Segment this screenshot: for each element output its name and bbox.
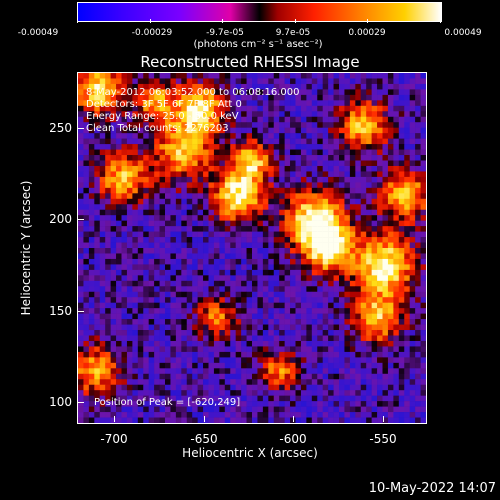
colorbar-tick-mark xyxy=(77,19,78,23)
image-title: Reconstructed RHESSI Image xyxy=(140,53,360,71)
colorbar-tick-mark xyxy=(440,19,441,23)
y-tick-mark xyxy=(78,402,84,403)
colorbar-tick-label: 0.00029 xyxy=(348,28,386,38)
time-range-text: 8-May-2012 06:03:52.000 to 06:08:16.000 xyxy=(86,87,300,98)
colorbar-tick-label: 0.00049 xyxy=(444,28,482,38)
colorbar xyxy=(77,2,442,22)
x-tick-mark xyxy=(204,416,205,422)
y-tick-label: 100 xyxy=(49,395,72,409)
colorbar-tick-mark xyxy=(222,19,223,23)
x-tick-mark xyxy=(114,416,115,422)
x-tick-mark xyxy=(293,416,294,422)
x-tick-label: -600 xyxy=(279,432,307,446)
colorbar-unit-label: (photons cm⁻² s⁻¹ asec⁻²) xyxy=(193,39,323,50)
peak-position-text: Position of Peak = [-620,249] xyxy=(94,397,241,408)
x-tick-label: -650 xyxy=(190,432,218,446)
solar-image-panel: 8-May-2012 06:03:52.000 to 06:08:16.000 … xyxy=(77,72,427,424)
energy-range-text: Energy Range: 25.0 - 50.0 keV xyxy=(86,111,239,122)
x-tick-mark xyxy=(383,416,384,422)
y-axis-label: Heliocentric Y (arcsec) xyxy=(19,180,33,316)
colorbar-tick-label: -0.00049 xyxy=(17,28,59,38)
colorbar-tick-mark xyxy=(367,19,368,23)
plot-timestamp: 10-May-2022 14:07 xyxy=(368,481,496,496)
y-tick-label: 250 xyxy=(49,121,72,135)
x-axis-label: Heliocentric X (arcsec) xyxy=(182,446,318,460)
colorbar-tick-mark xyxy=(150,19,151,23)
colorbar-tick-label: -9.7e-05 xyxy=(206,28,244,38)
y-tick-label: 200 xyxy=(49,212,72,226)
y-tick-mark xyxy=(78,219,84,220)
x-tick-label: -550 xyxy=(369,432,397,446)
x-tick-label: -700 xyxy=(100,432,128,446)
y-tick-mark xyxy=(78,311,84,312)
detectors-text: Detectors: 3F 5F 6F 7F 8F Att 0 xyxy=(86,99,242,110)
y-tick-label: 150 xyxy=(49,304,72,318)
colorbar-tick-label: -0.00029 xyxy=(131,28,173,38)
clean-counts-text: Clean Total counts: 2276203 xyxy=(86,123,229,134)
y-tick-mark xyxy=(78,128,84,129)
colorbar-tick-mark xyxy=(295,19,296,23)
flux-heatmap xyxy=(78,73,426,423)
colorbar-tick-label: 9.7e-05 xyxy=(275,28,311,38)
